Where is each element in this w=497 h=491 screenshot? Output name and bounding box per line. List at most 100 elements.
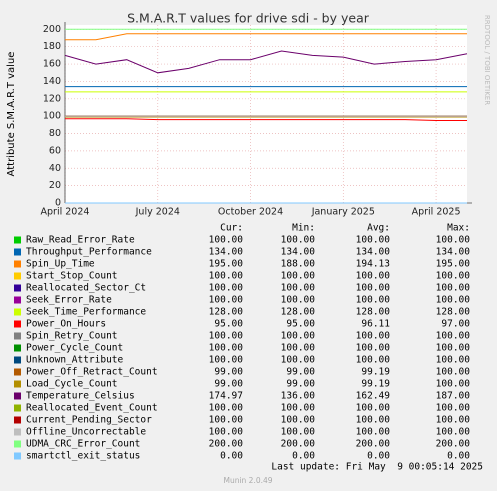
legend-stat: 128.00 — [281, 307, 316, 318]
legend-name: Seek_Time_Performance — [26, 307, 146, 318]
legend-name: smartctl_exit_status — [26, 451, 140, 462]
legend-stat: 100.00 — [436, 367, 471, 378]
legend-swatch — [14, 248, 21, 256]
legend-stat: 100.00 — [436, 283, 471, 294]
legend-stat: 0.00 — [220, 451, 243, 462]
legend-swatch — [14, 320, 21, 328]
legend-name: Seek_Error_Rate — [26, 295, 112, 306]
legend-name: UDMA_CRC_Error_Count — [26, 439, 140, 450]
legend-stat: 99.00 — [214, 367, 243, 378]
legend-stat: 100.00 — [436, 271, 471, 282]
legend-swatch — [14, 236, 21, 244]
legend-stat: 100.00 — [356, 355, 391, 366]
legend-stat: 100.00 — [281, 415, 316, 426]
legend-header: Min: — [292, 223, 315, 234]
legend-stat: 187.00 — [436, 391, 471, 402]
legend-stat: 100.00 — [209, 415, 244, 426]
legend-stat: 100.00 — [356, 331, 391, 342]
legend-stat: 100.00 — [436, 343, 471, 354]
legend-swatch — [14, 308, 21, 316]
legend-swatch — [14, 392, 21, 400]
legend-stat: 100.00 — [281, 295, 316, 306]
legend-stat: 100.00 — [436, 331, 471, 342]
legend-name: Start_Stop_Count — [26, 271, 118, 282]
x-tick-label: April 2025 — [412, 207, 461, 218]
legend-stat: 100.00 — [209, 331, 244, 342]
legend-stat: 100.00 — [281, 235, 316, 246]
y-tick-label: 200 — [43, 24, 61, 35]
legend-swatch — [14, 368, 21, 376]
legend-stat: 0.00 — [292, 451, 315, 462]
legend-stat: 100.00 — [436, 427, 471, 438]
legend-stat: 100.00 — [356, 271, 391, 282]
legend-stat: 0.00 — [447, 451, 470, 462]
legend-stat: 100.00 — [281, 355, 316, 366]
legend-swatch — [14, 440, 21, 448]
legend-stat: 134.00 — [281, 247, 316, 258]
legend-stat: 95.00 — [286, 319, 315, 330]
legend-stat: 195.00 — [209, 259, 244, 270]
legend-stat: 95.00 — [214, 319, 243, 330]
x-tick-label: October 2024 — [218, 207, 283, 218]
legend-swatch — [14, 272, 21, 280]
footer: Munin 2.0.49 — [223, 476, 272, 485]
legend-stat: 100.00 — [209, 283, 244, 294]
legend-stat: 188.00 — [281, 259, 316, 270]
last-update: Last update: Fri May 9 00:05:14 2025 — [271, 462, 483, 473]
y-tick-label: 0 — [55, 198, 61, 209]
legend-stat: 100.00 — [356, 283, 391, 294]
series-line — [65, 33, 467, 41]
legend-stat: 100.00 — [209, 355, 244, 366]
legend-stat: 100.00 — [356, 295, 391, 306]
legend-stat: 96.11 — [361, 319, 390, 330]
plot-area — [65, 25, 467, 203]
legend-stat: 134.00 — [356, 247, 391, 258]
legend-stat: 195.00 — [436, 259, 471, 270]
legend-swatch — [14, 380, 21, 388]
legend-stat: 100.00 — [209, 343, 244, 354]
legend-name: Reallocated_Event_Count — [26, 403, 158, 414]
legend-swatch — [14, 332, 21, 340]
legend-stat: 134.00 — [436, 247, 471, 258]
legend-swatch — [14, 296, 21, 304]
legend-stat: 97.00 — [441, 319, 470, 330]
legend-name: Current_Pending_Sector — [26, 415, 152, 426]
legend-stat: 99.19 — [361, 379, 390, 390]
legend-stat: 128.00 — [356, 307, 391, 318]
legend-stat: 100.00 — [209, 235, 244, 246]
legend-name: Load_Cycle_Count — [26, 379, 118, 390]
legend-header: Avg: — [367, 223, 390, 234]
series-line — [64, 50, 468, 74]
legend-name: Spin_Up_Time — [26, 259, 95, 270]
legend-header: Cur: — [220, 223, 243, 234]
y-tick-label: 60 — [49, 145, 61, 156]
y-tick-label: 120 — [43, 93, 61, 104]
legend-swatch — [14, 452, 21, 460]
legend-stat: 162.49 — [356, 391, 391, 402]
legend-name: Unknown_Attribute — [26, 355, 124, 366]
legend-swatch — [14, 284, 21, 292]
y-tick-label: 100 — [43, 111, 61, 122]
legend-stat: 99.00 — [286, 379, 315, 390]
legend-stat: 100.00 — [436, 355, 471, 366]
legend-stat: 100.00 — [436, 235, 471, 246]
legend-name: Raw_Read_Error_Rate — [26, 235, 135, 246]
legend-stat: 100.00 — [356, 403, 391, 414]
legend-stat: 100.00 — [356, 427, 391, 438]
legend-stat: 100.00 — [209, 295, 244, 306]
legend-stat: 100.00 — [436, 379, 471, 390]
legend-swatch — [14, 404, 21, 412]
legend-swatch — [14, 356, 21, 364]
legend-stat: 200.00 — [281, 439, 316, 450]
legend-stat: 128.00 — [436, 307, 471, 318]
y-tick-label: 160 — [43, 59, 61, 70]
legend-stat: 99.00 — [214, 379, 243, 390]
legend-stat: 136.00 — [281, 391, 316, 402]
legend-stat: 194.13 — [356, 259, 390, 270]
x-tick-label: April 2024 — [41, 207, 90, 218]
legend-stat: 100.00 — [281, 343, 316, 354]
legend-stat: 200.00 — [356, 439, 391, 450]
legend-swatch — [14, 428, 21, 436]
legend-stat: 100.00 — [356, 235, 391, 246]
